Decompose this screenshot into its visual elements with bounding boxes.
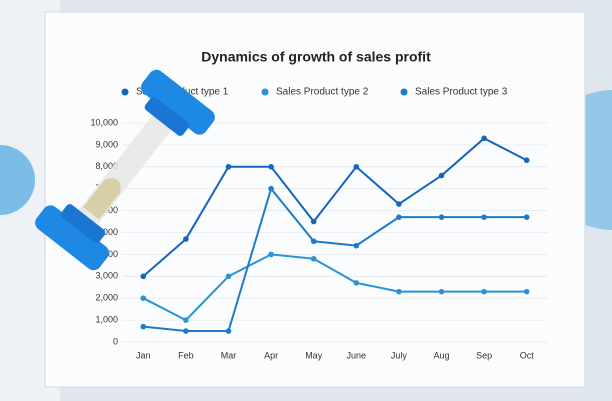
y-tick-label: 10,000 <box>90 117 118 127</box>
data-point <box>481 288 487 295</box>
data-point <box>481 214 487 220</box>
legend-marker <box>261 88 269 96</box>
x-tick-label: Oct <box>520 350 535 360</box>
data-point <box>225 273 232 280</box>
data-point <box>268 185 274 192</box>
data-point <box>396 288 402 295</box>
hourglass-cap <box>141 69 215 135</box>
series-line <box>142 253 527 322</box>
chart-title: Dynamics of growth of sales profit <box>201 49 431 65</box>
data-point <box>140 273 147 280</box>
data-point <box>310 255 317 262</box>
paper <box>44 11 586 388</box>
legend-label: Sales Product type 3 <box>415 87 508 98</box>
data-point <box>523 214 530 220</box>
legend-marker <box>400 88 408 96</box>
data-point <box>523 288 530 295</box>
data-point <box>396 201 402 207</box>
data-point <box>183 236 189 242</box>
data-point <box>353 242 360 249</box>
y-tick-label: 8,000 <box>95 161 118 171</box>
background-pie <box>0 145 35 215</box>
series-line <box>143 186 527 333</box>
series-line <box>142 137 528 278</box>
y-tick-label: 3,000 <box>95 271 118 281</box>
data-point <box>183 317 189 323</box>
data-point <box>183 328 189 334</box>
x-tick-label: June <box>347 350 367 360</box>
data-point <box>353 280 360 286</box>
x-tick-label: Aug <box>433 350 449 360</box>
data-point <box>268 164 274 170</box>
data-point <box>353 164 360 170</box>
y-tick-label: 5,000 <box>95 227 118 237</box>
y-tick-label: 9,000 <box>95 139 118 149</box>
data-point <box>225 164 232 170</box>
hourglass-cap <box>35 205 109 271</box>
hourglass-sand <box>83 178 121 220</box>
hourglass-cap <box>60 204 106 244</box>
legend-label: Sales Product type 2 <box>276 87 369 98</box>
data-point <box>438 288 445 295</box>
data-point <box>481 135 487 142</box>
y-tick-label: 2,000 <box>95 293 118 303</box>
x-tick-label: Sep <box>476 350 492 360</box>
legend-marker <box>121 88 129 96</box>
data-point <box>523 157 530 164</box>
data-point <box>310 218 317 225</box>
x-tick-label: Mar <box>221 350 237 360</box>
x-tick-label: May <box>305 350 323 360</box>
hourglass <box>35 69 215 271</box>
data-point <box>140 323 147 330</box>
data-point <box>268 251 274 258</box>
data-point <box>396 214 402 220</box>
x-tick-label: Jan <box>136 350 151 360</box>
data-point <box>438 214 445 220</box>
x-tick-label: Feb <box>178 350 194 360</box>
data-point <box>310 238 317 245</box>
x-tick-label: July <box>391 350 408 360</box>
data-point <box>438 172 445 179</box>
data-point <box>225 328 232 334</box>
y-tick-label: 1,000 <box>95 314 118 324</box>
hourglass-cap <box>144 96 190 136</box>
x-tick-label: Apr <box>264 350 278 360</box>
data-point <box>140 295 147 302</box>
y-tick-label: 0 <box>113 336 118 346</box>
